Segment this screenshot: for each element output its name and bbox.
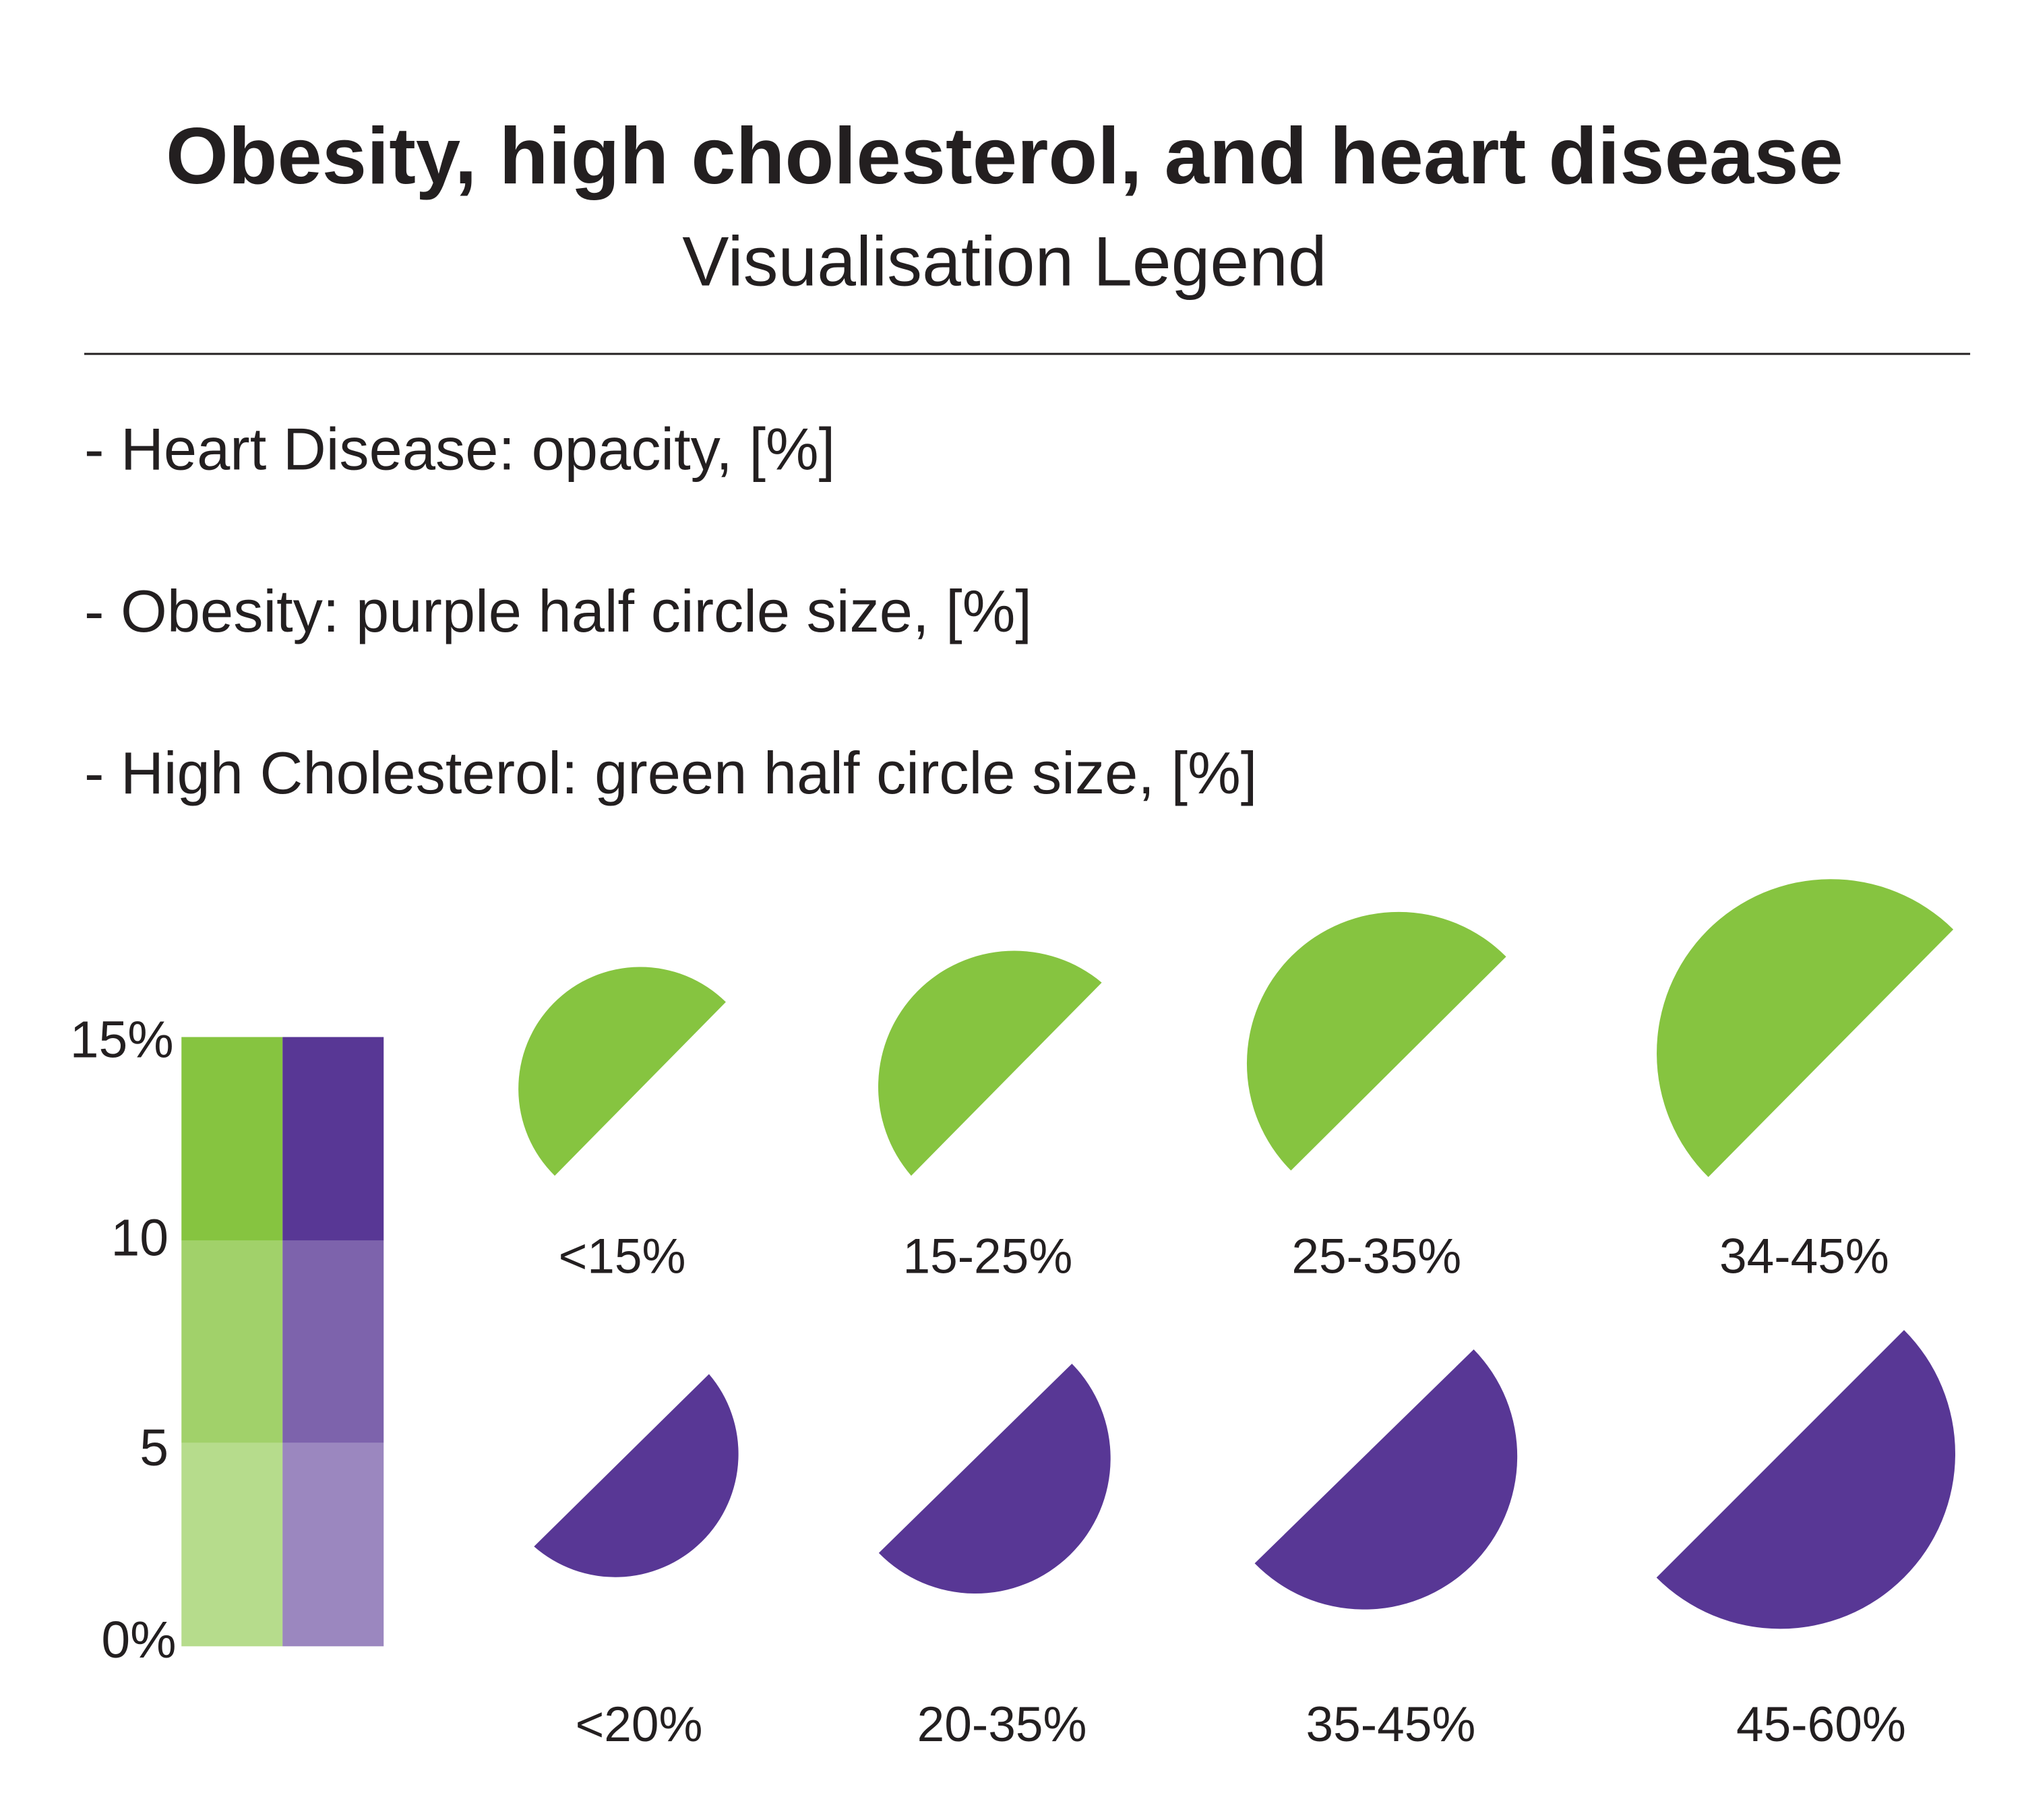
green-half-circle — [1246, 911, 1506, 1171]
legend-item: - High Cholesterol: green half circle si… — [84, 739, 1257, 806]
purple-swatch — [282, 1037, 384, 1241]
purple-swatch — [282, 1443, 384, 1647]
subtitle: Visualisation Legend — [682, 223, 1326, 301]
purple-half-circle — [1254, 1349, 1518, 1610]
scale-label: 10 — [111, 1209, 168, 1267]
legend-item: - Obesity: purple half circle size, [%] — [84, 578, 1032, 644]
size-label: 34-45% — [1719, 1230, 1889, 1284]
legend-item: - Heart Disease: opacity, [%] — [84, 415, 835, 482]
size-label: 15-25% — [902, 1230, 1072, 1284]
size-label: 45-60% — [1736, 1697, 1906, 1752]
green-half-circle — [878, 950, 1102, 1176]
scale-label: 15% — [70, 1010, 174, 1068]
green-swatch — [181, 1240, 283, 1443]
size-label: 25-35% — [1291, 1230, 1461, 1284]
purple-swatch — [282, 1240, 384, 1443]
title: Obesity, high cholesterol, and heart dis… — [166, 111, 1843, 201]
green-half-circle — [1657, 879, 1954, 1178]
scale-label: 0% — [101, 1611, 176, 1669]
size-label: <20% — [576, 1697, 703, 1752]
purple-half-circle — [878, 1364, 1111, 1594]
size-label: 20-35% — [917, 1697, 1087, 1752]
size-label: 35-45% — [1306, 1697, 1476, 1752]
green-half-circle — [518, 967, 726, 1176]
green-swatch — [181, 1443, 283, 1647]
green-swatch — [181, 1037, 283, 1241]
purple-half-circle — [1656, 1330, 1955, 1629]
purple-half-circle — [534, 1374, 739, 1577]
scale-label: 5 — [140, 1419, 168, 1477]
size-label: <15% — [559, 1230, 686, 1284]
